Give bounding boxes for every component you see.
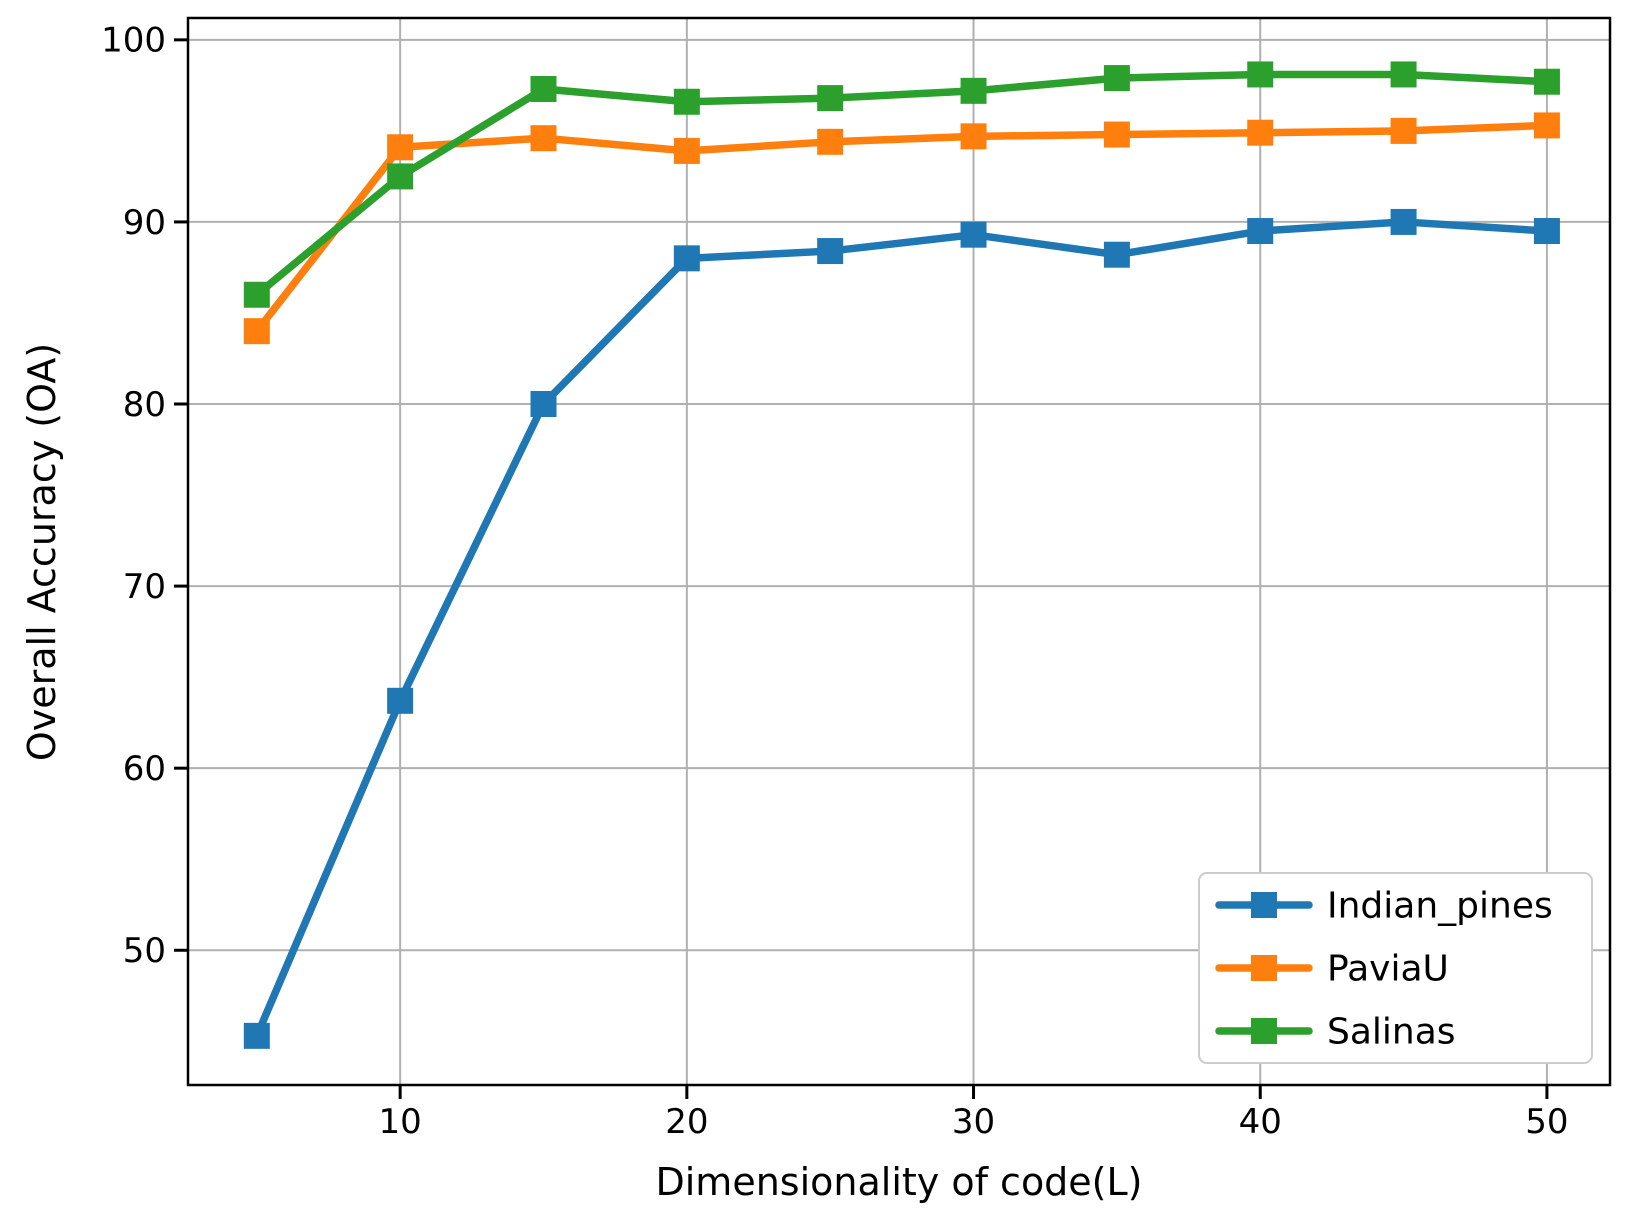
marker-Salinas-L25 [817, 85, 844, 112]
marker-Indian_pines-L40 [1247, 218, 1274, 245]
legend-label-Indian_pines: Indian_pines [1327, 886, 1553, 927]
marker-PaviaU-L10 [387, 134, 414, 161]
marker-Salinas-L15 [530, 76, 557, 103]
marker-PaviaU-L25 [817, 128, 844, 155]
marker-Salinas-L10 [387, 163, 414, 190]
marker-Salinas-L40 [1247, 61, 1274, 88]
marker-Salinas-L20 [673, 88, 700, 115]
y-tick-label-100: 100 [101, 21, 166, 61]
x-tick-label-10: 10 [379, 1102, 422, 1142]
plot-border [186, 16, 1612, 1087]
legend-marker-Salinas [1251, 1018, 1277, 1044]
x-tick-label-50: 50 [1525, 1102, 1568, 1142]
marker-Indian_pines-L5 [243, 1022, 270, 1049]
series-line-PaviaU [253, 121, 1551, 335]
marker-Salinas-L50 [1533, 68, 1560, 95]
marker-PaviaU-L5 [243, 318, 270, 345]
legend-label-PaviaU: PaviaU [1327, 949, 1449, 990]
marker-PaviaU-L35 [1103, 121, 1130, 148]
y-tick-label-80: 80 [123, 385, 166, 425]
y-tick-label-90: 90 [123, 203, 166, 243]
marker-Indian_pines-L30 [960, 221, 987, 248]
legend-marker-Indian_pines [1251, 892, 1277, 918]
marker-PaviaU-L30 [960, 123, 987, 150]
x-tick-label-40: 40 [1239, 1102, 1282, 1142]
x-axis-label-box: Dimensionality of code(L) [188, 1160, 1610, 1204]
marker-PaviaU-L40 [1247, 119, 1274, 146]
marker-Salinas-L35 [1103, 65, 1130, 92]
marker-Indian_pines-L20 [673, 245, 700, 272]
legend-box [1198, 872, 1593, 1064]
legend-label-Salinas: Salinas [1327, 1012, 1456, 1053]
y-tick-label-50: 50 [123, 931, 166, 971]
marker-Salinas-L5 [243, 281, 270, 308]
marker-Indian_pines-L10 [387, 687, 414, 714]
marker-Salinas-L30 [960, 77, 987, 104]
x-tick-label-20: 20 [665, 1102, 708, 1142]
marker-PaviaU-L15 [530, 125, 557, 152]
marker-Indian_pines-L45 [1390, 208, 1417, 235]
marker-PaviaU-L20 [673, 137, 700, 164]
y-axis-label-box: Overall Accuracy (OA) [0, 18, 84, 1085]
x-axis-label: Dimensionality of code(L) [655, 1160, 1143, 1204]
marker-Indian_pines-L15 [530, 391, 557, 418]
marker-Indian_pines-L50 [1533, 218, 1560, 245]
y-tick-label-60: 60 [123, 749, 166, 789]
y-axis-label: Overall Accuracy (OA) [20, 342, 64, 761]
marker-PaviaU-L45 [1390, 117, 1417, 144]
marker-Indian_pines-L25 [817, 238, 844, 265]
legend-marker-PaviaU [1251, 955, 1277, 981]
series-line-Salinas [253, 70, 1551, 299]
marker-Salinas-L45 [1390, 61, 1417, 88]
marker-Indian_pines-L35 [1103, 241, 1130, 268]
x-tick-label-30: 30 [952, 1102, 995, 1142]
y-tick-label-70: 70 [123, 567, 166, 607]
series-line-Indian_pines [253, 218, 1551, 1040]
marker-PaviaU-L50 [1533, 112, 1560, 139]
